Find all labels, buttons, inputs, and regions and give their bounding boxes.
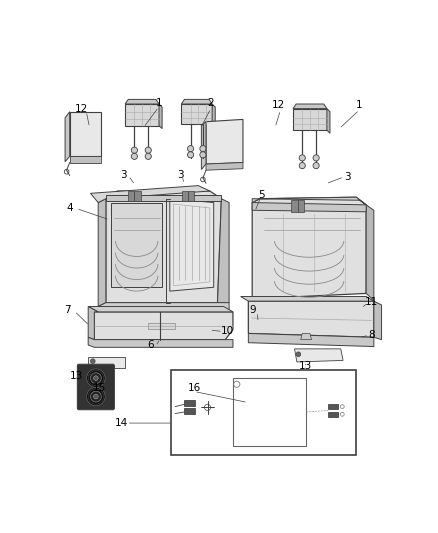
Circle shape	[187, 152, 194, 158]
Circle shape	[145, 147, 151, 154]
Polygon shape	[111, 203, 162, 287]
Polygon shape	[298, 200, 304, 212]
Text: 8: 8	[368, 330, 374, 340]
Text: 15: 15	[93, 383, 106, 393]
Circle shape	[299, 155, 305, 161]
Text: 10: 10	[221, 326, 234, 336]
Polygon shape	[88, 357, 125, 368]
Circle shape	[187, 146, 194, 152]
Text: 5: 5	[258, 190, 265, 200]
Text: 16: 16	[187, 383, 201, 393]
Text: 4: 4	[66, 203, 73, 213]
Circle shape	[131, 154, 138, 159]
Polygon shape	[94, 312, 233, 340]
Polygon shape	[212, 104, 215, 127]
Polygon shape	[128, 191, 134, 201]
Polygon shape	[125, 99, 159, 104]
Polygon shape	[106, 191, 221, 303]
Circle shape	[299, 163, 305, 168]
Polygon shape	[218, 199, 229, 303]
FancyBboxPatch shape	[78, 364, 114, 410]
Text: 3: 3	[120, 170, 127, 180]
Circle shape	[313, 155, 319, 161]
Polygon shape	[181, 99, 212, 104]
Polygon shape	[248, 301, 374, 337]
Polygon shape	[248, 334, 374, 346]
Circle shape	[94, 394, 98, 399]
Polygon shape	[240, 296, 374, 301]
Polygon shape	[106, 195, 221, 201]
Circle shape	[131, 147, 138, 154]
Polygon shape	[70, 112, 100, 156]
Polygon shape	[301, 334, 311, 340]
Circle shape	[145, 154, 151, 159]
Polygon shape	[125, 104, 159, 126]
Text: 12: 12	[272, 100, 285, 110]
Circle shape	[91, 373, 101, 384]
Circle shape	[91, 391, 101, 402]
Text: 1: 1	[155, 98, 162, 108]
Circle shape	[313, 163, 319, 168]
Polygon shape	[65, 112, 70, 161]
Circle shape	[87, 387, 105, 406]
Polygon shape	[201, 122, 206, 169]
Polygon shape	[134, 191, 141, 201]
Polygon shape	[291, 200, 298, 212]
Polygon shape	[252, 197, 366, 205]
Polygon shape	[206, 119, 243, 164]
Polygon shape	[98, 303, 229, 312]
Bar	[171, 370, 356, 455]
Polygon shape	[206, 163, 243, 170]
Bar	[184, 408, 195, 414]
Polygon shape	[252, 203, 366, 212]
Polygon shape	[88, 306, 98, 340]
Bar	[328, 412, 338, 417]
Text: 3: 3	[344, 172, 351, 182]
Polygon shape	[182, 191, 188, 201]
Bar	[233, 378, 306, 446]
Text: 14: 14	[115, 418, 128, 428]
Polygon shape	[159, 104, 162, 128]
Circle shape	[200, 152, 206, 158]
Bar	[328, 405, 338, 409]
Text: 6: 6	[147, 340, 154, 350]
Polygon shape	[181, 104, 212, 124]
Polygon shape	[88, 306, 233, 312]
Polygon shape	[327, 109, 330, 133]
Polygon shape	[294, 349, 343, 362]
Text: 13: 13	[70, 371, 83, 381]
Text: 11: 11	[364, 297, 378, 307]
Polygon shape	[293, 104, 327, 109]
Text: 12: 12	[74, 104, 88, 114]
Text: 13: 13	[299, 361, 312, 370]
Text: 2: 2	[208, 98, 214, 108]
Polygon shape	[374, 301, 381, 340]
Text: 3: 3	[177, 170, 184, 180]
Polygon shape	[366, 205, 374, 301]
Text: 1: 1	[356, 100, 363, 110]
Polygon shape	[148, 322, 175, 329]
Bar	[184, 400, 195, 406]
Text: 9: 9	[250, 305, 257, 315]
Polygon shape	[293, 109, 327, 130]
Circle shape	[91, 359, 95, 364]
Polygon shape	[88, 337, 233, 348]
Circle shape	[200, 146, 206, 152]
Polygon shape	[170, 199, 214, 291]
Polygon shape	[91, 185, 210, 203]
Polygon shape	[252, 197, 366, 299]
Circle shape	[94, 376, 98, 381]
Polygon shape	[70, 156, 100, 163]
Polygon shape	[98, 199, 106, 306]
Circle shape	[87, 369, 105, 387]
Circle shape	[296, 352, 301, 357]
Polygon shape	[188, 191, 194, 201]
Text: 7: 7	[64, 305, 71, 315]
